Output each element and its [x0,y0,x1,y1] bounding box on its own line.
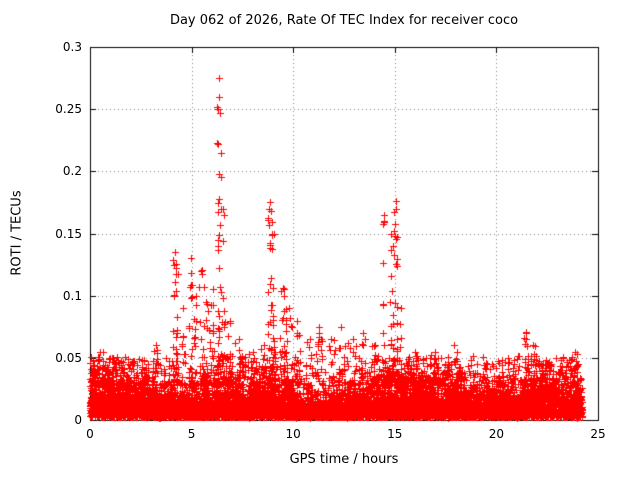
y-tick-label: 0 [74,413,82,427]
x-tick-label: 10 [285,427,301,441]
x-axis-label: GPS time / hours [289,452,399,467]
x-tick-label: 15 [387,427,403,441]
y-tick-label: 0.05 [55,350,82,365]
x-tick-label: 0 [86,427,94,441]
y-tick-label: 0.2 [62,164,82,179]
y-axis-label: ROTI / TECUs [9,190,25,276]
x-tick-label: 5 [187,427,196,441]
y-tick-label: 0.25 [55,102,82,117]
y-tick-label: 0.1 [62,288,82,303]
y-tick-label: 0.3 [62,40,82,54]
chart-title: Day 062 of 2026, Rate Of TEC Index for r… [169,13,519,28]
x-tick-label: 20 [488,427,505,441]
y-tick-label: 0.15 [55,226,82,241]
x-tick-label: 25 [590,427,606,441]
